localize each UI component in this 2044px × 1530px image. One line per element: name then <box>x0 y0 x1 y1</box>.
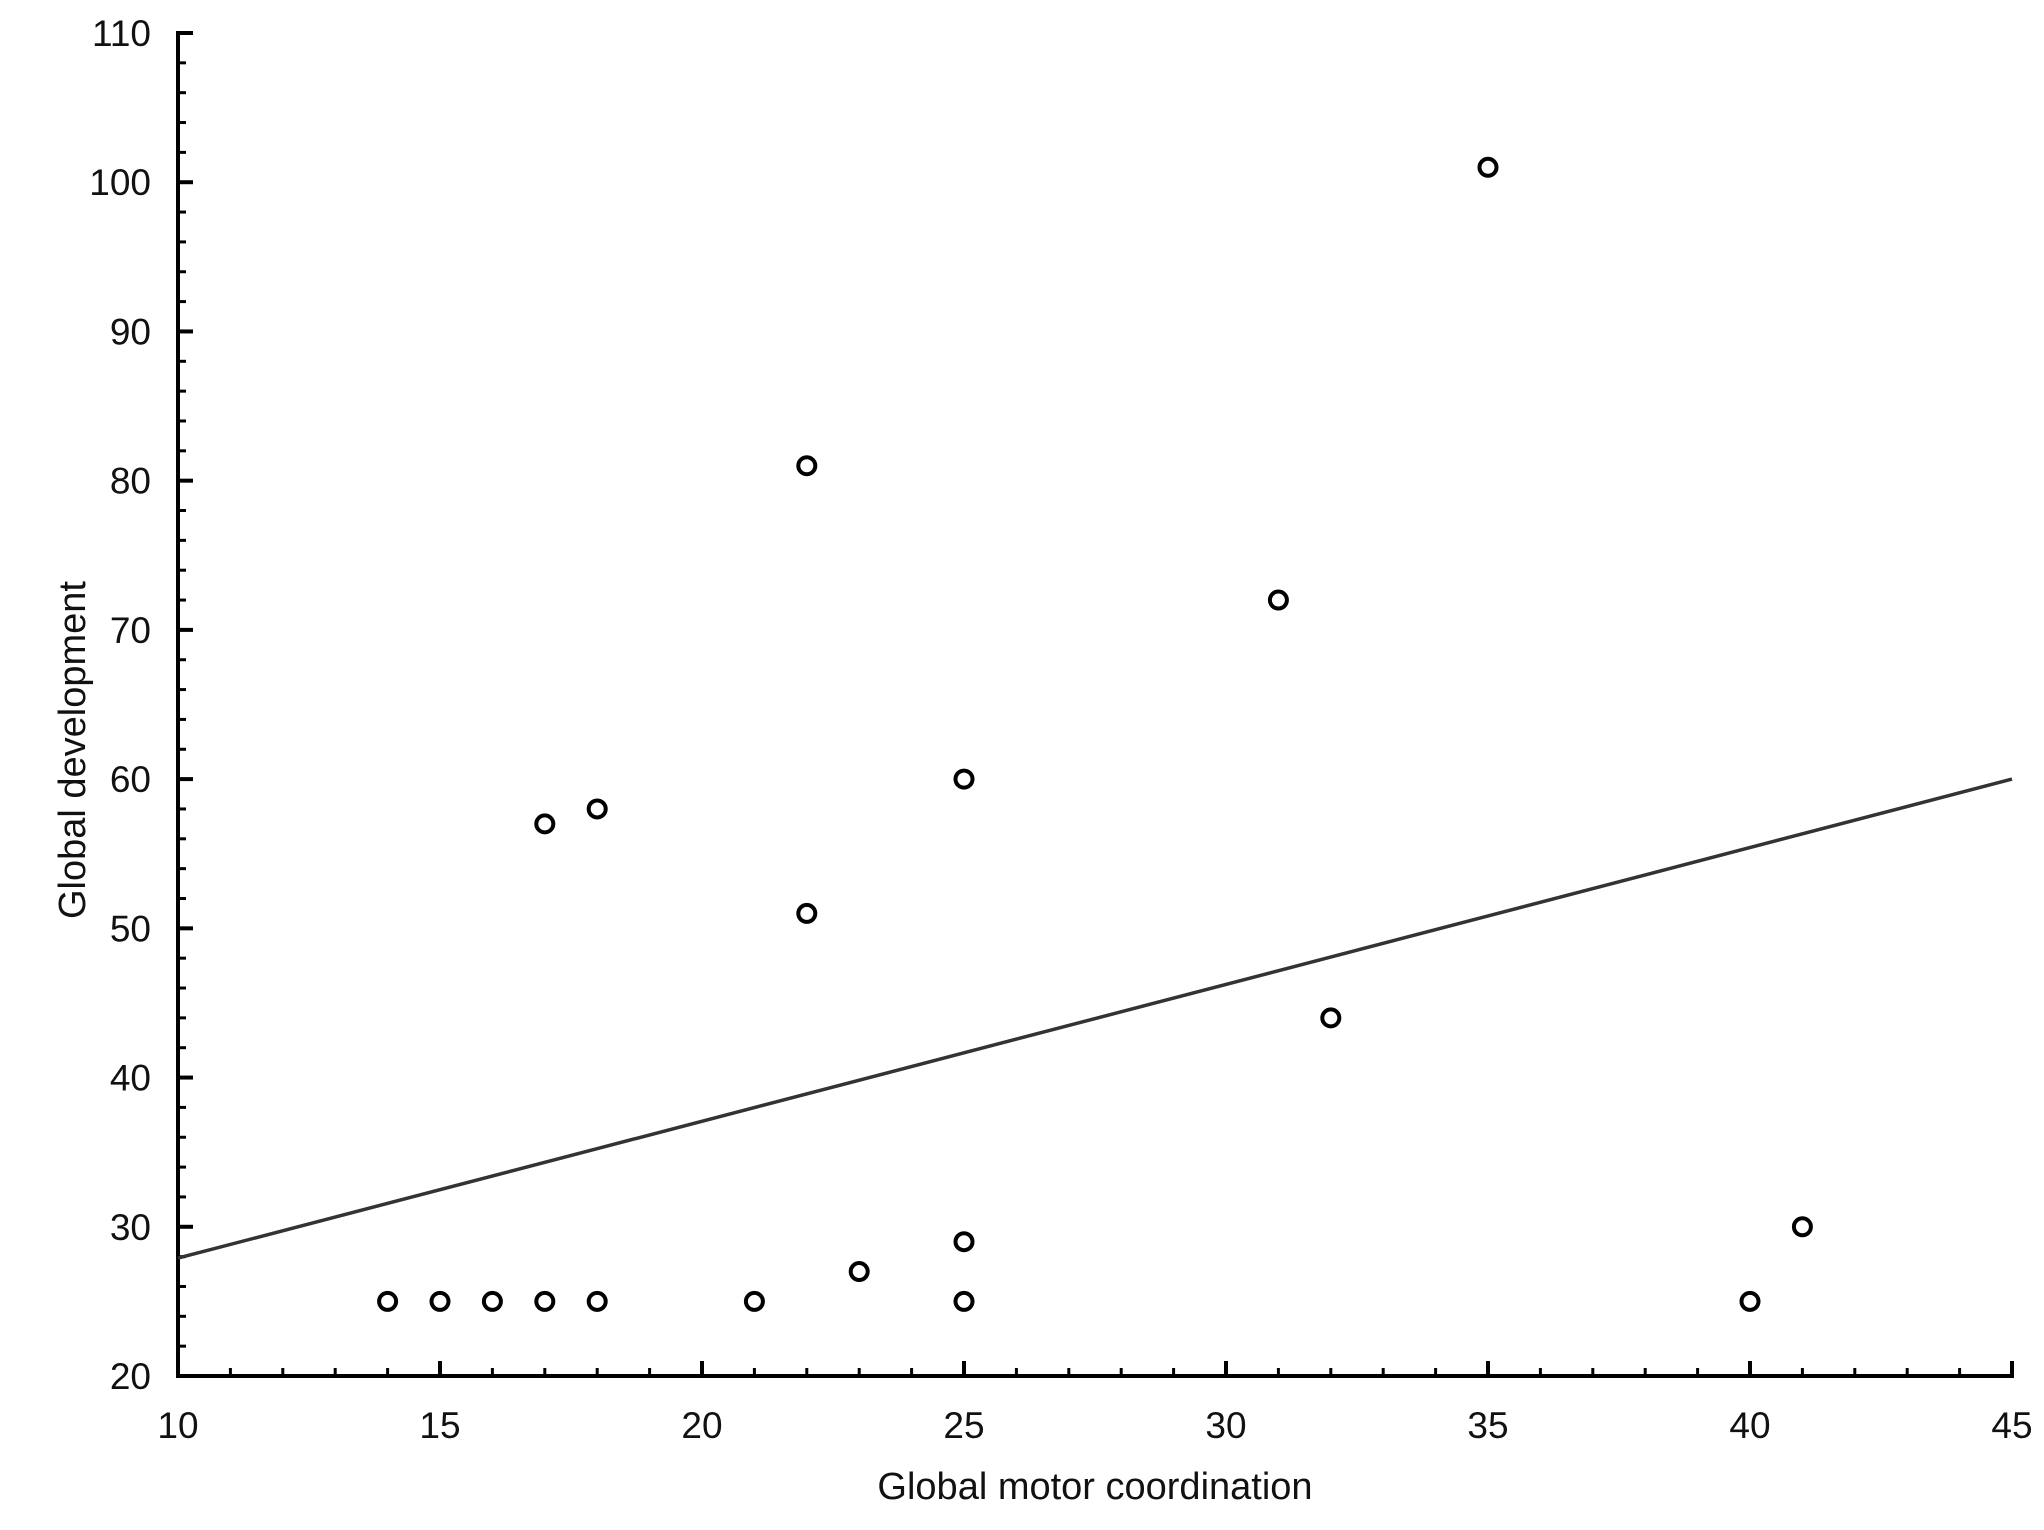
labels-layer: Global motor coordination Global develop… <box>52 13 2033 1508</box>
data-point <box>796 455 818 477</box>
x-axis-title: Global motor coordination <box>877 1466 1312 1508</box>
data-point <box>796 902 818 924</box>
data-point <box>429 1290 451 1312</box>
data-point <box>1320 1007 1342 1029</box>
y-tick-label: 20 <box>110 1356 151 1397</box>
y-tick-label: 40 <box>110 1058 151 1099</box>
data-point <box>953 1231 975 1253</box>
data-point <box>1477 156 1499 178</box>
data-point <box>534 1290 556 1312</box>
data-point <box>848 1261 870 1283</box>
x-tick-label: 15 <box>419 1405 460 1446</box>
y-tick-label: 50 <box>110 908 151 949</box>
axes-layer <box>176 31 2014 1378</box>
x-tick-label: 10 <box>157 1405 198 1446</box>
data-point <box>1267 589 1289 611</box>
y-tick-label: 30 <box>110 1207 151 1248</box>
ticks-layer <box>176 31 2014 1378</box>
y-tick-label: 100 <box>89 162 151 203</box>
data-point <box>1739 1290 1761 1312</box>
y-tick-label: 70 <box>110 610 151 651</box>
x-tick-label: 20 <box>681 1405 722 1446</box>
data-point <box>534 813 556 835</box>
trend-line <box>177 777 2013 1260</box>
x-tick-label: 45 <box>1991 1405 2032 1446</box>
y-tick-label: 90 <box>110 311 151 352</box>
data-point <box>953 1290 975 1312</box>
series-layer <box>177 156 2013 1312</box>
data-point <box>953 768 975 790</box>
data-point <box>586 798 608 820</box>
y-tick-label: 60 <box>110 759 151 800</box>
data-point <box>586 1290 608 1312</box>
data-point <box>743 1290 765 1312</box>
data-point <box>481 1290 503 1312</box>
x-tick-label: 30 <box>1205 1405 1246 1446</box>
data-point <box>1791 1216 1813 1238</box>
y-tick-label: 80 <box>110 461 151 502</box>
x-tick-label: 35 <box>1467 1405 1508 1446</box>
x-tick-label: 25 <box>943 1405 984 1446</box>
y-tick-label: 110 <box>92 13 151 54</box>
y-axis-title: Global development <box>52 581 94 919</box>
x-tick-label: 40 <box>1729 1405 1770 1446</box>
data-point <box>377 1290 399 1312</box>
